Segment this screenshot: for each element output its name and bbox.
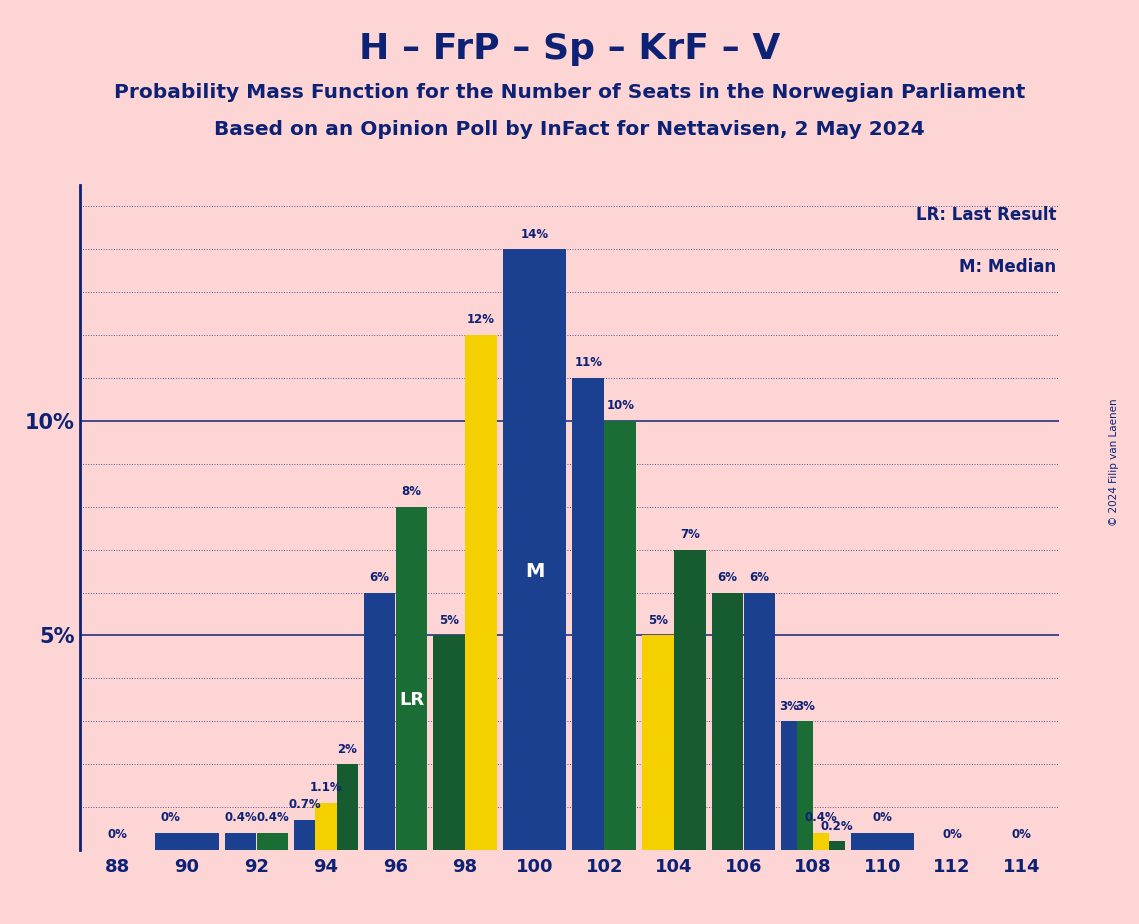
Bar <box>337 764 358 850</box>
Text: Based on an Opinion Poll by InFact for Nettavisen, 2 May 2024: Based on an Opinion Poll by InFact for N… <box>214 120 925 140</box>
Bar <box>744 592 776 850</box>
Text: 0%: 0% <box>161 811 181 824</box>
Bar <box>363 592 395 850</box>
Text: M: Median: M: Median <box>959 258 1057 275</box>
Text: 10%: 10% <box>606 399 634 412</box>
Text: LR: Last Result: LR: Last Result <box>916 206 1057 225</box>
Text: 1.1%: 1.1% <box>310 782 343 795</box>
Text: 0%: 0% <box>942 829 962 842</box>
Text: 3%: 3% <box>779 699 798 712</box>
Text: Probability Mass Function for the Number of Seats in the Norwegian Parliament: Probability Mass Function for the Number… <box>114 83 1025 103</box>
Text: 6%: 6% <box>749 571 770 584</box>
Text: 5%: 5% <box>440 614 459 626</box>
Text: 0.2%: 0.2% <box>821 820 853 833</box>
Text: 0.4%: 0.4% <box>804 811 837 824</box>
Text: 0%: 0% <box>107 829 128 842</box>
Text: 14%: 14% <box>521 227 549 240</box>
Bar <box>433 636 465 850</box>
Text: 6%: 6% <box>718 571 737 584</box>
Text: 7%: 7% <box>680 528 699 541</box>
Bar <box>813 833 829 850</box>
Bar <box>316 803 336 850</box>
Text: 0.7%: 0.7% <box>288 798 321 811</box>
Bar <box>395 506 427 850</box>
Text: 11%: 11% <box>574 357 603 370</box>
Bar <box>294 820 316 850</box>
Bar <box>674 550 706 850</box>
Bar <box>155 833 187 850</box>
Bar <box>466 335 497 850</box>
Bar <box>605 420 636 850</box>
Text: 0.4%: 0.4% <box>224 811 256 824</box>
Bar <box>187 833 219 850</box>
Text: 5%: 5% <box>648 614 667 626</box>
Bar <box>851 833 915 850</box>
Text: 0.4%: 0.4% <box>256 811 289 824</box>
Text: © 2024 Filip van Laenen: © 2024 Filip van Laenen <box>1109 398 1118 526</box>
Bar <box>829 842 845 850</box>
Text: M: M <box>525 562 544 580</box>
Text: 8%: 8% <box>402 485 421 498</box>
Text: LR: LR <box>399 691 424 709</box>
Text: 0%: 0% <box>872 811 893 824</box>
Bar <box>256 833 288 850</box>
Bar <box>712 592 744 850</box>
Bar <box>503 249 566 850</box>
Text: 2%: 2% <box>337 743 358 756</box>
Bar <box>781 722 797 850</box>
Bar <box>797 722 813 850</box>
Text: 3%: 3% <box>795 699 814 712</box>
Text: 12%: 12% <box>467 313 495 326</box>
Bar <box>224 833 256 850</box>
Bar <box>642 636 673 850</box>
Text: 0%: 0% <box>1011 829 1032 842</box>
Text: 6%: 6% <box>369 571 390 584</box>
Text: H – FrP – Sp – KrF – V: H – FrP – Sp – KrF – V <box>359 32 780 67</box>
Bar <box>573 378 604 850</box>
